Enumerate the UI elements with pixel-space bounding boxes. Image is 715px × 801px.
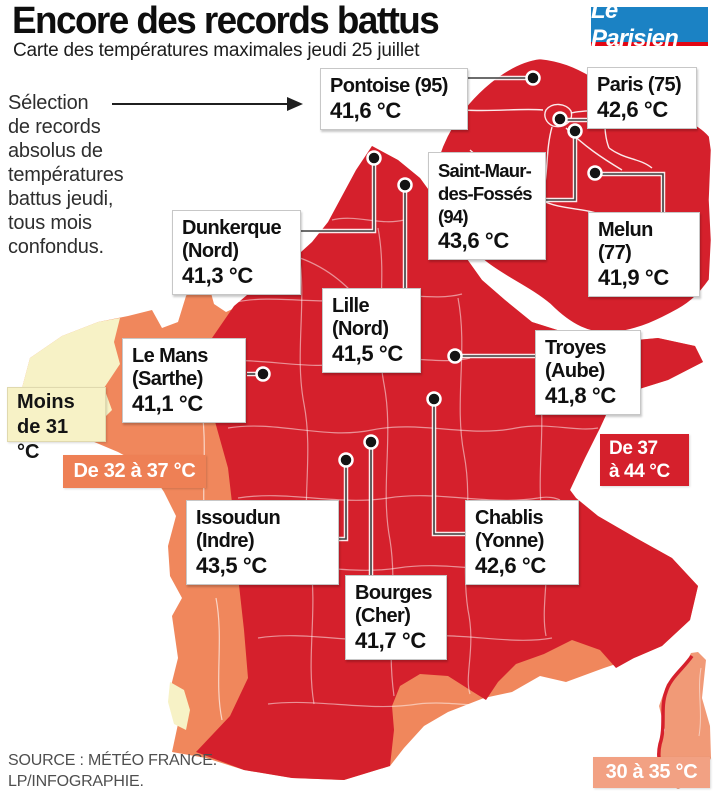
connector-chablis — [433, 401, 466, 535]
city-name: (Yonne) — [475, 530, 544, 552]
legend-text: 30 à 35 °C — [605, 761, 698, 783]
label-le-mans: Le Mans (Sarthe) 41,1 °C — [122, 338, 246, 423]
city-name: (Cher) — [355, 605, 411, 627]
city-name: Pontoise (95) — [330, 75, 448, 97]
dot-dunkerque — [366, 150, 382, 166]
city-name: (Aube) — [545, 360, 605, 382]
dot-chablis — [426, 391, 442, 407]
page-title: Encore des records battus — [12, 0, 440, 42]
corsica — [657, 652, 711, 789]
label-issoudun: Issoudun (Indre) 43,5 °C — [186, 500, 339, 585]
legend-text: De 37 — [609, 438, 658, 459]
city-name: (Nord) — [332, 318, 389, 340]
note-line: absolus de — [8, 140, 103, 162]
corsica-border — [698, 667, 702, 737]
label-saint-maur: Saint-Maur- des-Fossés (94) 43,6 °C — [428, 152, 546, 260]
label-dunkerque: Dunkerque (Nord) 41,3 °C — [172, 210, 301, 295]
note-line: de records — [8, 116, 101, 138]
dot-saint-maur — [567, 123, 583, 139]
source-line: SOURCE : MÉTÉO FRANCE. — [8, 752, 217, 769]
city-name: Chablis — [475, 507, 544, 529]
dot-issoudun — [338, 452, 354, 468]
dot-pontoise — [525, 70, 541, 86]
city-name: Troyes — [545, 337, 606, 359]
city-name: Saint-Maur- — [438, 160, 532, 181]
city-temp: 41,3 °C — [182, 263, 253, 288]
note-line: battus jeudi, — [8, 188, 114, 210]
city-temp: 42,6 °C — [475, 553, 546, 578]
city-temp: 41,5 °C — [332, 341, 403, 366]
le-parisien-logo: Le Parisien — [591, 0, 708, 52]
city-temp: 41,7 °C — [355, 628, 426, 653]
city-name: Paris (75) — [597, 74, 682, 96]
connector-lines — [247, 77, 664, 576]
southwest-yellow-zone — [168, 682, 190, 730]
dot-le-mans — [255, 366, 271, 382]
connector-dunkerque — [300, 161, 375, 232]
dot-troyes — [447, 348, 463, 364]
legend-text: Moins — [17, 391, 75, 413]
city-name: des-Fossés — [438, 183, 533, 204]
legend-text: à 44 °C — [609, 461, 670, 482]
note-arrow — [112, 97, 303, 111]
legend-text: de 31 °C — [17, 416, 69, 463]
city-temp: 41,8 °C — [545, 383, 616, 408]
label-chablis: Chablis (Yonne) 42,6 °C — [465, 500, 579, 585]
label-melun: Melun (77) 41,9 °C — [588, 212, 700, 297]
connector-issoudun — [338, 462, 347, 540]
city-temp: 41,1 °C — [132, 391, 203, 416]
logo-text: Le Parisien — [591, 0, 679, 52]
city-name: Lille — [332, 295, 370, 317]
note-line: tous mois — [8, 212, 92, 234]
city-temp: 43,5 °C — [196, 553, 267, 578]
city-name: (94) — [438, 206, 469, 227]
note-line: confondus. — [8, 236, 104, 258]
dot-lille — [397, 177, 413, 193]
dot-melun — [587, 165, 603, 181]
legend-32-37: De 32 à 37 °C — [63, 455, 206, 488]
city-name: Dunkerque — [182, 217, 282, 239]
city-temp: 43,6 °C — [438, 228, 509, 253]
legend-text: De 32 à 37 °C — [73, 460, 196, 482]
city-name: Melun — [598, 219, 653, 241]
label-troyes: Troyes (Aube) 41,8 °C — [535, 330, 641, 415]
label-lille: Lille (Nord) 41,5 °C — [322, 288, 421, 373]
label-pontoise: Pontoise (95) 41,6 °C — [320, 68, 468, 130]
dot-bourges — [363, 434, 379, 450]
city-name: Le Mans — [132, 345, 208, 367]
note-line: Sélection — [8, 92, 89, 114]
legend-37-44: De 37 à 44 °C — [600, 434, 689, 486]
city-dots — [255, 70, 603, 468]
legend-under-31: Moins de 31 °C — [7, 387, 106, 463]
city-name: (Sarthe) — [132, 368, 203, 390]
city-temp: 41,6 °C — [330, 98, 401, 123]
legend-corsica-30-35: 30 à 35 °C — [593, 757, 710, 788]
label-bourges: Bourges (Cher) 41,7 °C — [345, 575, 447, 660]
city-name: Issoudun — [196, 507, 281, 529]
note-line: températures — [8, 164, 124, 186]
note-text: Sélection de records absolus de températ… — [8, 91, 124, 259]
city-temp: 41,9 °C — [598, 265, 669, 290]
source-credit: SOURCE : MÉTÉO FRANCE. LP/INFOGRAPHIE. — [8, 750, 217, 792]
city-name: (Indre) — [196, 530, 255, 552]
city-name: Bourges — [355, 582, 433, 604]
connector-melun — [597, 173, 664, 212]
source-line: LP/INFOGRAPHIE. — [8, 773, 144, 790]
page-subtitle: Carte des températures maximales jeudi 2… — [13, 40, 420, 61]
label-paris: Paris (75) 42,6 °C — [587, 67, 697, 129]
city-temp: 42,6 °C — [597, 97, 668, 122]
city-name: (77) — [598, 242, 632, 264]
city-name: (Nord) — [182, 240, 239, 262]
connector-saint-maur — [546, 133, 576, 201]
dot-paris — [552, 111, 568, 127]
